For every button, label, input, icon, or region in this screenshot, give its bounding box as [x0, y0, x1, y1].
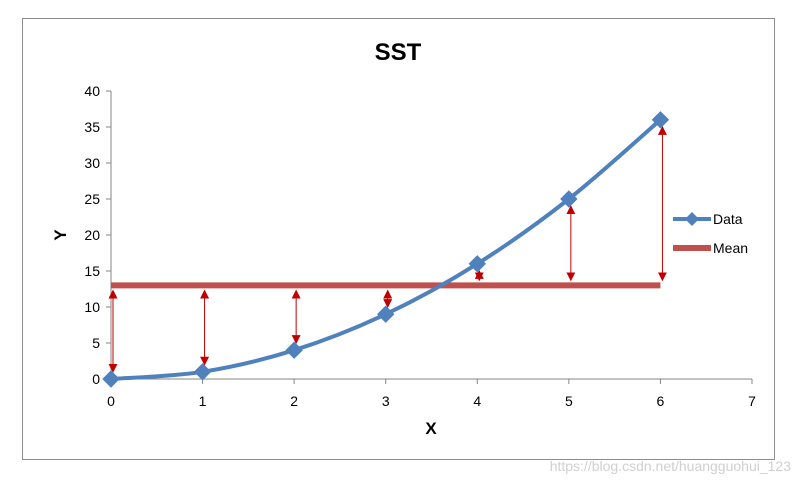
- legend: Data Mean: [673, 211, 748, 256]
- data-point-marker: [468, 255, 486, 273]
- data-point-marker: [102, 370, 120, 388]
- y-tick-label: 20: [84, 227, 100, 243]
- legend-data-marker: [685, 212, 699, 226]
- legend-label-data: Data: [713, 211, 743, 227]
- data-point-marker: [377, 305, 395, 323]
- y-tick-label: 30: [84, 155, 100, 171]
- watermark-text: https://blog.csdn.net/huangguohui_123: [549, 458, 791, 474]
- axes: 0 5 10 15 20 25 30 35 40 0 1 2 3 4 5 6 7: [84, 83, 756, 409]
- x-tick-label: 7: [748, 393, 756, 409]
- y-axis-title: Y: [51, 229, 70, 241]
- x-tick-label: 5: [565, 393, 573, 409]
- data-line: [110, 118, 662, 381]
- x-tick-label: 2: [290, 393, 298, 409]
- x-tick-label: 0: [107, 393, 115, 409]
- deviation-arrows: [108, 125, 667, 373]
- y-tick-label: 5: [92, 335, 100, 351]
- chart-title: SST: [375, 39, 422, 66]
- chart-plot: SST X Y 0 5 10 15 20 25 30 35 40 0 1 2 3 4 5 6 7 Data Mea…: [51, 39, 756, 438]
- series-layer: [102, 111, 670, 388]
- y-tick-label: 15: [84, 263, 100, 279]
- legend-label-mean: Mean: [713, 240, 748, 256]
- y-tick-label: 25: [84, 191, 100, 207]
- x-tick-label: 4: [473, 393, 481, 409]
- data-point-marker: [560, 190, 578, 208]
- data-point-marker: [285, 341, 303, 359]
- data-point-marker: [193, 363, 212, 381]
- x-axis-title: X: [425, 419, 437, 438]
- y-tick-label: 0: [92, 371, 100, 387]
- chart-area: SST X Y 0 5 10 15 20 25 30 35 40 0 1 2 3 4 5 6 7 Data Mea…: [22, 18, 775, 460]
- y-tick-label: 40: [84, 83, 100, 99]
- y-tick-label: 10: [84, 299, 100, 315]
- x-tick-label: 1: [199, 393, 207, 409]
- x-tick-label: 6: [657, 393, 665, 409]
- x-tick-label: 3: [382, 393, 390, 409]
- data-point-marker: [651, 111, 670, 129]
- y-tick-label: 35: [84, 119, 100, 135]
